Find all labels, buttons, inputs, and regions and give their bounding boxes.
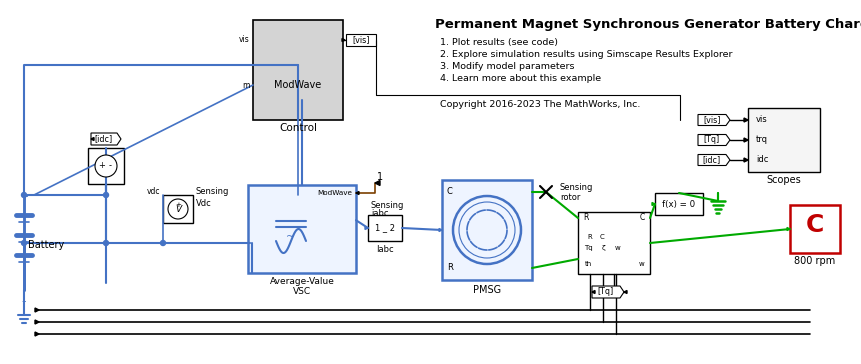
Text: +: +: [98, 162, 105, 170]
Circle shape: [168, 199, 188, 219]
Text: Copyright 2016-2023 The MathWorks, Inc.: Copyright 2016-2023 The MathWorks, Inc.: [439, 100, 640, 109]
Text: 1. Plot results (see code): 1. Plot results (see code): [439, 38, 557, 47]
Polygon shape: [356, 191, 358, 194]
Text: Vdc: Vdc: [195, 198, 212, 207]
Bar: [253, 20, 343, 120]
Text: C: C: [639, 214, 644, 222]
Text: Permanent Magnet Synchronous Generator Battery Charging: Permanent Magnet Synchronous Generator B…: [435, 18, 861, 31]
Bar: [789, 205, 839, 253]
Text: 4. Learn more about this example: 4. Learn more about this example: [439, 74, 600, 83]
Bar: [442, 180, 531, 280]
Text: Scopes: Scopes: [765, 175, 801, 185]
Polygon shape: [35, 332, 39, 336]
Bar: [578, 212, 649, 274]
Polygon shape: [786, 228, 789, 230]
Text: Control: Control: [279, 123, 317, 133]
Text: vdc: vdc: [146, 187, 160, 197]
Text: w: w: [615, 245, 620, 251]
Polygon shape: [651, 202, 654, 206]
Bar: [368, 215, 401, 241]
Text: ModWave: ModWave: [274, 80, 321, 90]
Text: th: th: [584, 261, 591, 267]
Text: PMSG: PMSG: [473, 285, 500, 295]
Bar: [345, 34, 375, 46]
Text: Sensing: Sensing: [560, 182, 592, 191]
Text: -: -: [22, 296, 26, 309]
Polygon shape: [91, 133, 121, 145]
Text: C: C: [599, 234, 604, 240]
Bar: [654, 193, 703, 215]
Text: Average-Value: Average-Value: [269, 277, 334, 286]
Text: V: V: [175, 205, 181, 214]
Text: +: +: [20, 192, 28, 202]
Text: [Tq]: [Tq]: [598, 288, 613, 297]
Bar: [248, 185, 356, 273]
Text: VSC: VSC: [293, 288, 311, 297]
Polygon shape: [743, 158, 747, 162]
Text: rotor: rotor: [560, 193, 579, 202]
Circle shape: [453, 196, 520, 264]
Text: R: R: [447, 264, 452, 273]
Polygon shape: [35, 308, 39, 312]
Circle shape: [458, 202, 514, 258]
Circle shape: [103, 241, 108, 245]
Text: 1: 1: [376, 172, 382, 182]
Polygon shape: [364, 226, 368, 229]
Text: ~: ~: [286, 232, 295, 242]
Circle shape: [95, 155, 117, 177]
Text: Sensing: Sensing: [370, 201, 404, 210]
Text: 800 rpm: 800 rpm: [794, 256, 834, 266]
Polygon shape: [697, 135, 729, 146]
Polygon shape: [697, 115, 729, 126]
Text: m: m: [242, 80, 250, 90]
Text: -: -: [108, 162, 111, 170]
Polygon shape: [592, 286, 623, 298]
Text: vis: vis: [239, 36, 250, 44]
Text: C: C: [805, 213, 823, 237]
Text: trq: trq: [755, 135, 767, 145]
Text: [idc]: [idc]: [702, 155, 721, 165]
Bar: [163, 195, 193, 223]
Text: R: R: [582, 214, 588, 222]
Polygon shape: [91, 138, 94, 141]
Text: Tq: Tq: [583, 245, 592, 251]
Polygon shape: [438, 229, 442, 232]
Polygon shape: [623, 290, 626, 293]
Polygon shape: [697, 154, 729, 166]
Text: iabc: iabc: [370, 209, 388, 218]
Polygon shape: [743, 138, 747, 142]
Bar: [747, 108, 819, 172]
Text: f(x) = 0: f(x) = 0: [661, 199, 695, 209]
Text: +: +: [175, 202, 181, 208]
Text: [vis]: [vis]: [352, 36, 369, 44]
Text: ζ: ζ: [602, 245, 605, 251]
Text: idc: idc: [755, 155, 767, 165]
Polygon shape: [342, 39, 344, 41]
Text: 3. Modify model parameters: 3. Modify model parameters: [439, 62, 573, 71]
Text: Iabc: Iabc: [375, 245, 393, 253]
Text: [Tq]: [Tq]: [703, 135, 719, 145]
Text: Battery: Battery: [28, 240, 64, 250]
Text: 2. Explore simulation results using Simscape Results Explorer: 2. Explore simulation results using Sims…: [439, 50, 732, 59]
Text: 1 _ 2: 1 _ 2: [375, 223, 394, 233]
Text: Sensing: Sensing: [195, 187, 229, 197]
Text: C: C: [447, 187, 452, 197]
Polygon shape: [743, 118, 747, 122]
Text: [idc]: [idc]: [95, 135, 113, 143]
Text: w: w: [638, 261, 644, 267]
Polygon shape: [375, 181, 380, 186]
Text: R: R: [587, 234, 592, 240]
Circle shape: [22, 193, 27, 198]
Circle shape: [22, 241, 27, 245]
Polygon shape: [592, 290, 594, 293]
Polygon shape: [35, 320, 39, 324]
Text: ModWave: ModWave: [317, 190, 351, 196]
Circle shape: [103, 193, 108, 198]
Text: vis: vis: [755, 115, 767, 124]
Bar: [88, 148, 124, 184]
Circle shape: [160, 241, 165, 245]
Text: [vis]: [vis]: [703, 115, 720, 124]
